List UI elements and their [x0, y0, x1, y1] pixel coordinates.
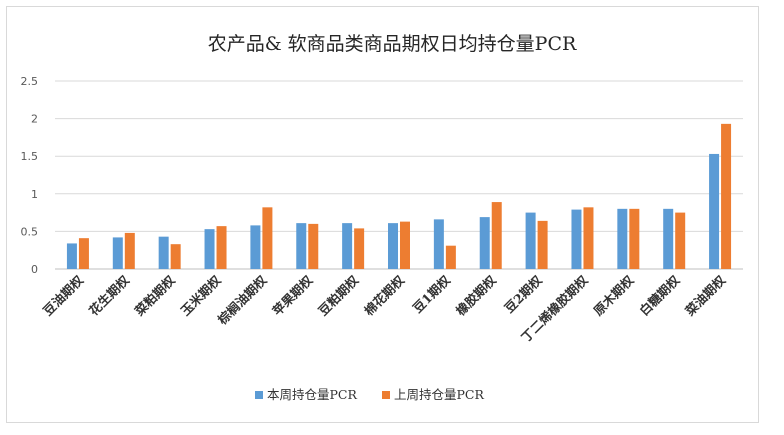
legend-label: 本周持仓量PCR	[267, 387, 357, 402]
x-category-label: 菜油期权	[682, 272, 729, 319]
y-tick-label: 2	[31, 113, 38, 126]
bar-this-week	[204, 229, 215, 269]
bar-last-week	[308, 223, 319, 269]
bar-this-week	[525, 212, 536, 269]
bar-this-week	[250, 225, 261, 269]
y-tick-label: 2.5	[21, 75, 39, 88]
legend: 本周持仓量PCR 上周持仓量PCR	[255, 387, 484, 402]
y-tick-label: 1	[31, 188, 38, 201]
x-category-label: 花生期权	[86, 272, 132, 318]
bar-last-week	[445, 245, 456, 269]
bar-this-week	[479, 217, 490, 269]
bar-last-week	[262, 207, 273, 269]
x-category-label: 豆粕期权	[315, 272, 361, 318]
bar-last-week	[124, 232, 135, 269]
x-category-label: 豆油期权	[40, 272, 86, 318]
legend-swatch	[255, 391, 263, 399]
bar-this-week	[388, 223, 398, 269]
x-category-label: 白糖期权	[636, 272, 682, 318]
x-category-label: 玉米期权	[178, 272, 224, 318]
bar-last-week	[675, 212, 686, 269]
bar-last-week	[400, 221, 410, 269]
x-category-label: 棉花期权	[361, 272, 407, 318]
bar-last-week	[583, 207, 594, 269]
bar-this-week	[66, 243, 77, 269]
x-category-label: 棕榈油期权	[214, 272, 270, 328]
x-category-label: 豆2期权	[501, 272, 545, 316]
x-category-label: 菜粕期权	[131, 272, 178, 319]
bar-this-week	[158, 236, 169, 269]
legend-label: 上周持仓量PCR	[394, 387, 484, 402]
gridlines	[55, 80, 743, 270]
bar-last-week	[170, 244, 181, 269]
y-tick-label: 0	[31, 263, 38, 276]
bar-last-week	[354, 228, 365, 269]
bar-last-week	[78, 238, 89, 269]
x-category-label: 苹果期权	[269, 272, 315, 318]
bar-last-week	[216, 226, 227, 269]
chart-title: 农产品& 软商品类商品期权日均持仓量PCR	[208, 33, 577, 55]
bar-this-week	[617, 208, 628, 269]
bar-this-week	[112, 237, 123, 269]
legend-swatch	[382, 391, 390, 399]
bar-last-week	[537, 220, 548, 269]
bar-this-week	[709, 153, 720, 269]
bar-this-week	[663, 208, 674, 269]
bar-this-week	[433, 219, 444, 269]
y-tick-label: 1.5	[21, 150, 39, 163]
bar-this-week	[296, 223, 307, 269]
y-tick-label: 0.5	[21, 225, 39, 238]
x-category-label: 豆1期权	[410, 272, 454, 316]
bar-last-week	[629, 208, 640, 269]
bar-this-week	[571, 209, 582, 269]
bar-this-week	[342, 223, 353, 269]
x-category-label: 橡胶期权	[453, 272, 499, 318]
bars	[66, 123, 732, 269]
bar-last-week	[491, 202, 502, 269]
y-axis-ticks: 0 0.5 1 1.5 2 2.5	[21, 75, 39, 276]
x-category-label: 原木期权	[590, 272, 636, 318]
bar-last-week	[721, 123, 732, 269]
